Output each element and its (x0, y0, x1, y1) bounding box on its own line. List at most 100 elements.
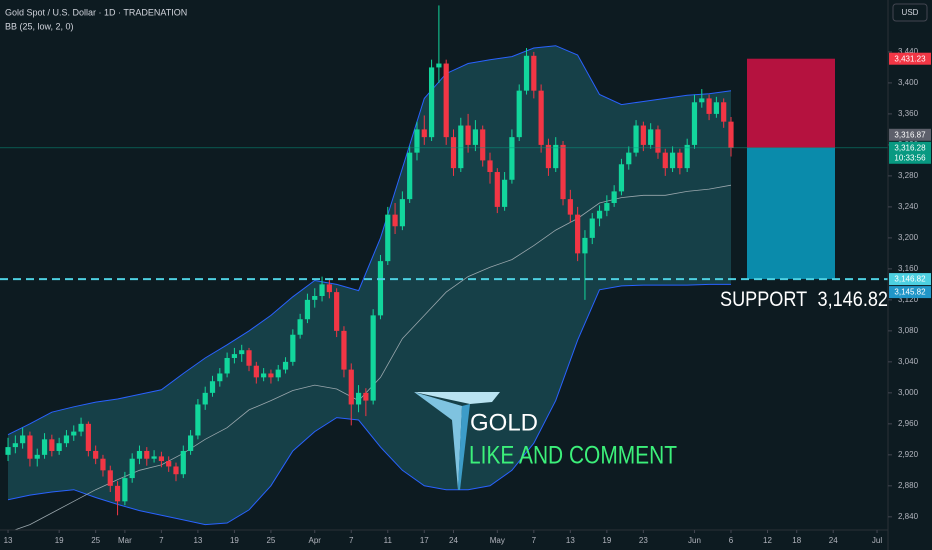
candle-body (626, 152, 632, 165)
candle-body (531, 55, 537, 91)
x-tick-label: 25 (91, 536, 100, 545)
candle-body (589, 218, 595, 238)
x-tick-label: 19 (602, 536, 611, 545)
band-middle (13, 184, 732, 530)
candle-body (275, 369, 281, 378)
candle-body (100, 458, 106, 471)
indicator-label: BB (25, low, 2, 0) (5, 21, 74, 31)
candle-body (166, 461, 172, 467)
candle-body (34, 454, 40, 459)
candle-body (363, 392, 369, 401)
candle-body (662, 152, 668, 169)
price-label-box (889, 273, 931, 286)
candle-body (385, 214, 391, 262)
candle-body (334, 292, 340, 331)
candle-body (195, 404, 201, 436)
candle-body (290, 334, 296, 362)
candle-body (428, 67, 435, 138)
y-tick-label: 3,360 (898, 109, 919, 118)
currency-button[interactable] (892, 3, 928, 22)
candle-body (691, 102, 698, 145)
y-tick-label: 3,280 (898, 171, 919, 180)
price-label-box (889, 52, 931, 65)
candle-body (596, 210, 603, 219)
price-label: 3,145.82 (894, 288, 926, 297)
candle-body (618, 164, 625, 192)
candle-body (450, 137, 457, 169)
candle-body (187, 435, 194, 451)
candle-body (20, 435, 26, 444)
candle-body (509, 137, 515, 180)
candle-body (443, 63, 449, 138)
candle-body (49, 439, 55, 451)
x-tick-label: 23 (639, 536, 648, 545)
candle-body (502, 179, 508, 207)
price-label: 3,316.87 (894, 130, 926, 139)
candle-body (706, 98, 712, 114)
candle-body (472, 129, 479, 145)
candle-body (304, 299, 311, 320)
x-tick-label: Jul (872, 536, 882, 545)
candle-body (326, 284, 332, 293)
candle-body (151, 456, 157, 459)
position-target-zone (747, 147, 835, 280)
candle-body (553, 144, 559, 169)
candle-body (27, 435, 33, 459)
candle-body (202, 392, 208, 405)
candle-body (567, 199, 573, 215)
chart-title: Gold Spot / U.S. Dollar · 1D · TRADENATI… (5, 7, 187, 17)
candle-body (56, 443, 62, 451)
candle-body (458, 125, 464, 169)
x-tick-label: 7 (532, 536, 537, 545)
y-tick-label: 2,960 (898, 419, 919, 428)
candle-body (728, 121, 734, 148)
candle-body (655, 129, 661, 153)
candle-body (239, 350, 245, 355)
candle-body (538, 90, 544, 145)
candle-body (136, 450, 143, 459)
candle-body (560, 144, 566, 200)
candle-body (414, 129, 420, 153)
x-tick-label: Mar (118, 536, 132, 545)
y-tick-label: 2,920 (898, 450, 919, 459)
y-tick-label: 3,080 (898, 326, 919, 335)
x-tick-label: 12 (763, 536, 772, 545)
candle-body (677, 152, 683, 169)
x-tick-label: May (490, 536, 505, 545)
currency-label[interactable]: USD (902, 8, 919, 17)
candle-body (144, 450, 150, 459)
candle-body (122, 478, 128, 502)
x-tick-label: 19 (55, 536, 64, 545)
candle-body (604, 203, 610, 211)
candle-body (421, 129, 427, 138)
candle-body (611, 191, 617, 204)
x-tick-label: 13 (566, 536, 575, 545)
price-label-box (889, 141, 931, 164)
logo-stem-shade (458, 404, 470, 490)
candle-body (370, 315, 376, 401)
candle-body (246, 350, 252, 366)
price-label: 3,316.28 (894, 143, 926, 152)
candle-body (545, 144, 552, 169)
x-tick-label: 6 (729, 536, 734, 545)
candle-body (93, 450, 99, 459)
candle-body (392, 214, 398, 227)
y-tick-label: 3,160 (898, 264, 919, 273)
plot-area (0, 5, 888, 530)
x-tick-label: 7 (159, 536, 164, 545)
candle-body (684, 144, 690, 169)
candle-body (297, 319, 303, 335)
candle-body (180, 450, 186, 475)
candle-body (669, 152, 676, 169)
watermark-text: LIKE AND COMMENT (469, 442, 677, 470)
candle-body (253, 365, 259, 378)
candle-body (41, 439, 48, 455)
logo-stem (414, 392, 462, 490)
candle-body (465, 125, 471, 145)
candle-body (516, 90, 522, 138)
y-tick-label: 3,440 (898, 47, 919, 56)
candle-body (5, 447, 11, 455)
candle-body (494, 172, 500, 207)
x-tick-label: 19 (230, 536, 239, 545)
support-label: SUPPORT (720, 288, 807, 311)
